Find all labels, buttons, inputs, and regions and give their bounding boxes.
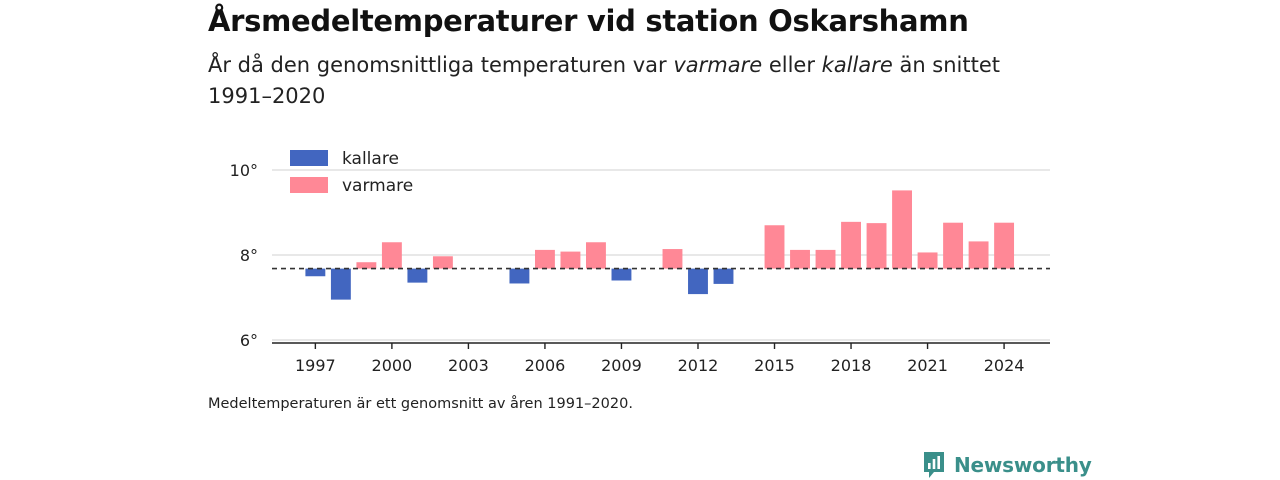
bar-varmare [662,249,683,269]
subtitle-part1: År då den genomsnittliga temperaturen va… [208,53,674,77]
legend-swatch-varmare [290,177,328,193]
x-tick-label: 2000 [372,356,413,375]
bar-varmare [892,190,913,269]
legend-label-varmare: varmare [342,176,413,196]
bar-kallare [713,268,734,284]
subtitle-part2: eller [762,53,822,77]
subtitle-part3: än snittet 1991–2020 [208,53,1001,108]
bar-varmare [790,249,810,269]
bar-varmare [764,225,785,269]
newsworthy-chart-icon [924,452,944,478]
newsworthy-brand[interactable]: Newsworthy [922,450,1092,480]
bar-kallare [330,268,351,300]
x-tick-label: 2003 [448,356,489,375]
x-tick-label: 2006 [525,356,566,375]
bar-varmare [866,223,887,269]
x-tick-label: 1997 [295,356,336,375]
footnote: Medeltemperaturen är ett genomsnitt av å… [208,396,633,412]
chart-title: Årsmedeltemperaturer vid station Oskarsh… [208,4,969,38]
chart-subtitle: År då den genomsnittliga temperaturen va… [208,50,1038,112]
brand-name: Newsworthy [954,453,1092,477]
bar-varmare [381,242,402,269]
legend-swatch-kallare [290,150,328,166]
bar-kallare [407,268,428,283]
bar-varmare [356,262,377,269]
bar-varmare [432,256,453,269]
bar-varmare [534,249,555,269]
subtitle-warm-word: varmare [673,53,763,77]
x-tick-label: 2021 [907,356,948,375]
x-tick-label: 2015 [754,356,795,375]
subtitle-cold-word: kallare [821,53,893,77]
x-tick-label: 2024 [984,356,1025,375]
bar-varmare [994,222,1015,269]
y-tick-label: 6° [240,331,258,350]
x-tick-label: 2012 [678,356,719,375]
bar-kallare [509,268,530,284]
bar-varmare [586,242,606,269]
x-tick-label: 2009 [601,356,642,375]
bar-kallare [305,268,326,277]
bar-kallare [688,268,708,295]
y-tick-label: 8° [240,246,258,265]
bar-kallare [611,268,632,281]
bar-varmare [968,241,989,269]
legend-label-kallare: kallare [342,149,399,169]
bar-varmare [815,249,836,269]
bar-varmare [943,222,964,269]
y-tick-label: 10° [230,161,258,180]
bar-varmare [841,221,861,269]
x-tick-label: 2018 [831,356,872,375]
bar-varmare [917,252,938,269]
bar-varmare [560,251,581,269]
